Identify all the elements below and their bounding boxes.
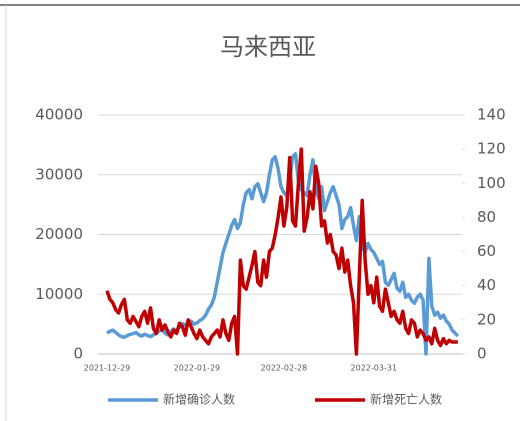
y-tick-label: 10000 xyxy=(35,285,83,303)
y2-tick-label: 40 xyxy=(477,276,496,294)
y2-tick-label: 0 xyxy=(477,345,487,363)
y-tick-label: 40000 xyxy=(35,106,83,124)
y2-tick-label: 60 xyxy=(477,242,496,260)
y2-tick-label: 80 xyxy=(477,208,496,226)
x-tick-label: 2022-03-31 xyxy=(351,364,398,373)
y-tick-label: 0 xyxy=(73,345,83,363)
x-tick-label: 2021-12-29 xyxy=(84,364,131,373)
chart-title: 马来西亚 xyxy=(220,33,316,61)
y2-tick-label: 120 xyxy=(477,140,506,158)
y2-tick-label: 100 xyxy=(477,174,506,192)
series-line xyxy=(106,152,460,356)
y-tick-label: 20000 xyxy=(35,225,83,243)
legend-label: 新增确诊人数 xyxy=(163,392,235,407)
x-tick-label: 2022-01-29 xyxy=(174,364,221,373)
series-line xyxy=(105,147,458,356)
x-tick-label: 2022-02-28 xyxy=(261,364,308,373)
y-tick-label: 30000 xyxy=(35,165,83,183)
legend-label: 新增死亡人数 xyxy=(370,392,442,407)
y2-tick-label: 140 xyxy=(477,106,506,124)
y2-tick-label: 20 xyxy=(477,310,496,328)
